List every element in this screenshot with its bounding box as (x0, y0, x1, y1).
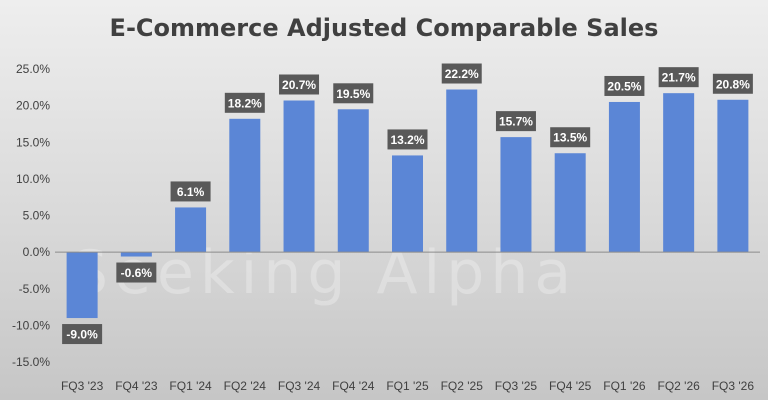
x-tick-label: FQ2 '24 (224, 379, 267, 393)
data-label-box (387, 129, 428, 150)
data-label: 22.2% (445, 67, 479, 81)
bar (229, 118, 261, 253)
bar (283, 100, 315, 253)
x-tick-label: FQ2 '26 (657, 379, 700, 393)
data-label: 20.7% (282, 78, 316, 92)
data-label: 20.8% (716, 77, 750, 91)
data-label: -9.0% (66, 328, 98, 342)
bar (663, 93, 695, 253)
x-tick-label: FQ4 '23 (115, 379, 158, 393)
data-label: 6.1% (177, 185, 205, 199)
bar (337, 109, 369, 253)
x-tick-label: FQ3 '26 (712, 379, 755, 393)
data-label-box (604, 75, 645, 96)
bar (175, 207, 207, 253)
y-tick-label: -15.0% (12, 355, 50, 369)
data-label: 21.7% (662, 71, 696, 85)
data-label-box (224, 92, 265, 113)
data-label: 15.7% (499, 115, 533, 129)
data-label: 13.5% (553, 131, 587, 145)
y-tick-label: 20.0% (16, 99, 50, 113)
bar (500, 137, 532, 253)
y-tick-label: -10.0% (12, 318, 50, 332)
data-label-box (116, 262, 157, 283)
bar (120, 252, 152, 257)
bar (608, 101, 640, 253)
x-tick-label: FQ1 '24 (169, 379, 212, 393)
chart-title: E-Commerce Adjusted Comparable Sales (109, 14, 659, 42)
data-label: 20.5% (607, 79, 641, 93)
bar (66, 252, 98, 319)
data-label-box (441, 63, 482, 84)
x-tick-label: FQ3 '25 (495, 379, 538, 393)
y-tick-label: 10.0% (16, 172, 50, 186)
y-tick-label: 25.0% (16, 62, 50, 76)
x-tick-label: FQ1 '25 (386, 379, 429, 393)
data-label: 19.5% (336, 87, 370, 101)
data-label-box (658, 67, 699, 88)
data-label: -0.6% (121, 266, 153, 280)
data-label-box (495, 111, 536, 132)
y-tick-label: 0.0% (23, 245, 51, 259)
bar (446, 89, 478, 253)
data-label-box (279, 74, 320, 95)
data-label: 13.2% (390, 133, 424, 147)
data-label-box (333, 83, 374, 104)
x-tick-label: FQ3 '24 (278, 379, 321, 393)
data-label: 18.2% (228, 96, 262, 110)
data-label-box (170, 181, 211, 202)
x-tick-label: FQ1 '26 (603, 379, 646, 393)
x-tick-label: FQ4 '25 (549, 379, 592, 393)
data-label-box (712, 73, 753, 94)
x-tick-label: FQ2 '25 (441, 379, 484, 393)
x-tick-label: FQ4 '24 (332, 379, 375, 393)
y-tick-label: 15.0% (16, 135, 50, 149)
y-tick-label: 5.0% (23, 209, 51, 223)
x-tick-label: FQ3 '23 (61, 379, 104, 393)
y-tick-label: -5.0% (19, 282, 51, 296)
bar (392, 155, 423, 253)
data-label-box (62, 324, 103, 345)
bar (554, 153, 586, 253)
data-label-box (550, 127, 591, 148)
bar (717, 99, 749, 253)
